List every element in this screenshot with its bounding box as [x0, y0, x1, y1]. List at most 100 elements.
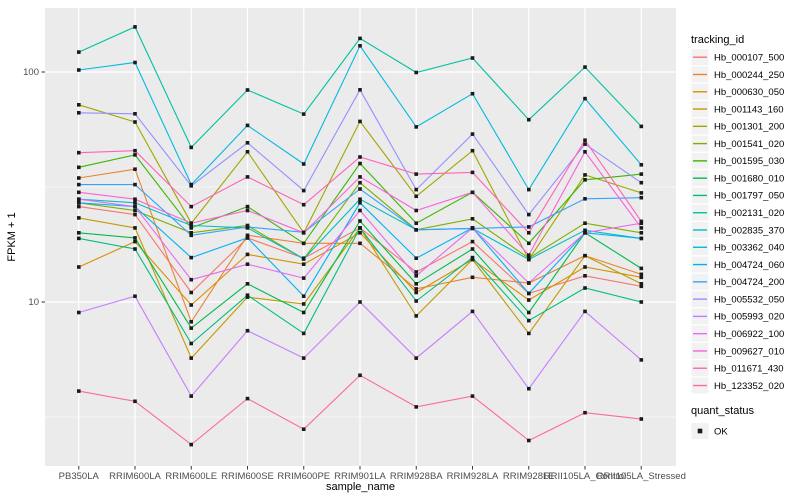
data-point: [133, 148, 137, 153]
legend-label: Hb_000107_500: [714, 53, 784, 64]
data-point: [245, 295, 250, 299]
data-point: [245, 282, 250, 286]
data-point: [189, 221, 193, 225]
data-point: [470, 132, 475, 136]
data-point: [414, 270, 418, 274]
data-point: [301, 188, 306, 193]
data-point: [414, 187, 418, 192]
y-axis-title: FPKM + 1: [6, 212, 18, 261]
data-point: [639, 282, 644, 286]
data-point: [358, 300, 362, 304]
data-point: [583, 231, 587, 235]
data-point: [245, 208, 250, 213]
data-point: [527, 281, 531, 285]
data-point: [414, 228, 418, 232]
data-point: [245, 141, 250, 145]
data-point: [527, 331, 531, 336]
data-point: [358, 175, 362, 179]
x-tick-label: PB350LA: [59, 471, 100, 482]
data-point: [133, 182, 137, 187]
data-point: [77, 50, 81, 54]
legend-label: Hb_005993_020: [714, 312, 784, 323]
data-point: [358, 187, 362, 191]
data-point: [133, 226, 137, 230]
legend-label: Hb_009627_010: [714, 346, 784, 357]
data-point: [527, 187, 531, 192]
data-point: [189, 320, 193, 324]
data-point: [583, 150, 587, 154]
data-point: [583, 178, 587, 182]
data-point: [245, 233, 250, 238]
data-point: [639, 226, 644, 230]
data-point: [133, 204, 137, 209]
data-point: [470, 275, 475, 280]
data-point: [189, 442, 193, 447]
legend-label: Hb_002835_370: [714, 225, 784, 236]
data-point: [414, 314, 418, 318]
data-point: [77, 389, 81, 393]
data-point: [639, 163, 644, 167]
data-point: [527, 438, 531, 443]
data-point: [414, 221, 418, 225]
data-point: [133, 294, 137, 298]
data-point: [358, 219, 362, 223]
data-point: [189, 226, 193, 230]
quant-status-label: OK: [714, 426, 728, 437]
data-point: [583, 197, 587, 201]
data-point: [583, 173, 587, 177]
legend-label: Hb_001541_020: [714, 139, 784, 150]
legend-label: Hb_000244_250: [714, 70, 784, 81]
data-point: [639, 417, 644, 421]
data-point: [470, 190, 475, 195]
data-point: [414, 274, 418, 278]
legend-label: Hb_002131_020: [714, 208, 784, 219]
data-point: [189, 356, 193, 360]
data-point: [189, 255, 193, 260]
data-point: [77, 231, 81, 235]
legend-title-tracking-id: tracking_id: [691, 34, 744, 46]
data-point: [301, 231, 306, 235]
data-point: [639, 300, 644, 304]
data-point: [414, 405, 418, 409]
data-point: [77, 176, 81, 180]
data-point: [470, 91, 475, 96]
data-point: [245, 204, 250, 209]
data-point: [133, 208, 137, 213]
data-point: [77, 68, 81, 72]
data-point: [470, 257, 475, 262]
data-point: [470, 394, 475, 398]
data-point: [77, 236, 81, 241]
data-point: [414, 70, 418, 75]
data-point: [133, 25, 137, 29]
data-point: [189, 303, 193, 307]
data-point: [358, 373, 362, 378]
data-point: [301, 202, 306, 207]
data-point: [583, 65, 587, 69]
data-point: [583, 286, 587, 290]
data-point: [189, 233, 193, 238]
data-point: [133, 212, 137, 217]
data-point: [470, 217, 475, 221]
data-point: [639, 191, 644, 195]
data-point: [470, 255, 475, 260]
data-point: [245, 150, 250, 154]
data-point: [358, 201, 362, 205]
data-point: [639, 172, 644, 176]
x-tick-label: RRIM928LA: [447, 471, 499, 482]
data-point: [77, 216, 81, 220]
data-point: [77, 204, 81, 209]
x-tick-label: RRIM600PE: [277, 471, 330, 482]
data-point: [77, 201, 81, 205]
data-point: [414, 356, 418, 360]
data-point: [527, 212, 531, 217]
data-point: [245, 88, 250, 92]
x-tick-label: RRIM901LA: [334, 471, 386, 482]
data-point: [583, 221, 587, 225]
data-point: [527, 231, 531, 235]
data-point: [133, 197, 137, 201]
data-point: [189, 145, 193, 150]
data-point: [527, 386, 531, 391]
data-point: [358, 180, 362, 185]
data-point: [358, 44, 362, 48]
